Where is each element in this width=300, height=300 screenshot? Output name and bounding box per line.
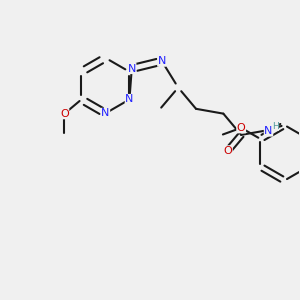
Text: O: O	[224, 146, 232, 156]
Text: N: N	[101, 108, 110, 118]
Text: O: O	[237, 123, 245, 133]
Text: N: N	[128, 64, 136, 74]
Text: N: N	[158, 56, 166, 66]
Text: H: H	[272, 122, 279, 130]
Text: O: O	[60, 109, 69, 119]
Text: N: N	[264, 126, 273, 136]
Text: N: N	[125, 94, 134, 104]
